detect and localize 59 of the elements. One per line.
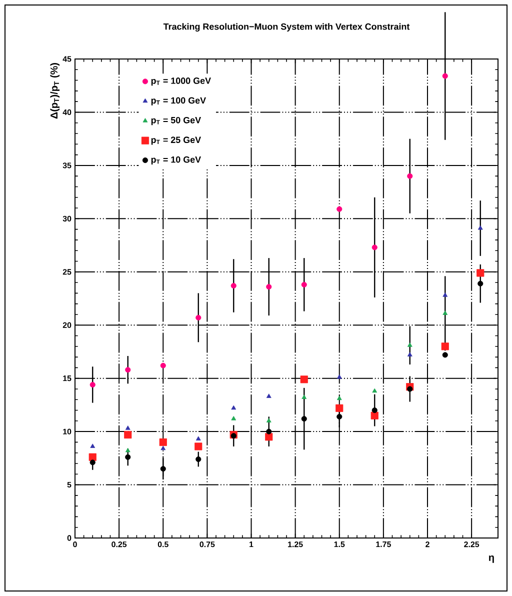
legend-label: p$_{T}$ = 1000 GeV	[151, 78, 211, 86]
point	[336, 414, 342, 420]
point	[478, 225, 483, 230]
point	[478, 280, 484, 286]
point	[300, 376, 308, 384]
point	[125, 454, 131, 460]
legend-label: p$_{T}$ = 10 GeV	[151, 156, 201, 165]
point	[124, 430, 132, 439]
point	[196, 436, 201, 440]
point	[407, 173, 413, 179]
point	[476, 269, 484, 277]
point	[442, 73, 448, 79]
chart-title: Tracking Resolution−Muon System with Vertex Constraint	[163, 23, 410, 32]
legend-label: p$_{T}$ = 50 GeV	[151, 116, 201, 126]
point	[265, 433, 273, 441]
point	[407, 342, 412, 347]
point	[160, 466, 166, 472]
x-axis-title: η	[488, 555, 494, 563]
point	[442, 310, 448, 315]
point	[407, 386, 413, 392]
point	[301, 416, 307, 422]
point	[230, 433, 236, 439]
point	[196, 456, 202, 462]
point	[231, 416, 236, 420]
legend-label: p$_{T}$ = 100 GeV	[151, 97, 206, 106]
legend-label: p$_{T}$ = 25 GeV	[151, 136, 201, 145]
point	[196, 314, 202, 320]
point	[194, 442, 202, 450]
point	[231, 405, 236, 410]
point	[266, 394, 272, 398]
point	[159, 438, 167, 446]
point	[372, 388, 378, 393]
point	[90, 382, 96, 388]
point	[125, 367, 131, 373]
point	[301, 282, 307, 288]
point	[266, 418, 272, 422]
point	[336, 206, 342, 212]
point	[125, 426, 130, 430]
point	[407, 352, 412, 356]
point	[266, 284, 272, 290]
point	[336, 374, 342, 379]
point	[372, 407, 378, 414]
point	[266, 428, 272, 434]
y-axis-title: Δ(p$_{T}$)/p$_{T}$ (%)	[50, 63, 60, 119]
point	[370, 412, 378, 420]
point	[441, 342, 449, 350]
point	[88, 453, 96, 461]
point	[230, 282, 236, 289]
point	[336, 404, 344, 412]
point	[90, 444, 96, 448]
point	[302, 394, 307, 399]
point	[442, 352, 448, 358]
point	[125, 448, 130, 452]
point	[372, 244, 378, 250]
point	[442, 292, 448, 297]
point	[160, 446, 166, 450]
point	[90, 460, 96, 466]
point	[336, 396, 342, 400]
point	[160, 362, 166, 368]
